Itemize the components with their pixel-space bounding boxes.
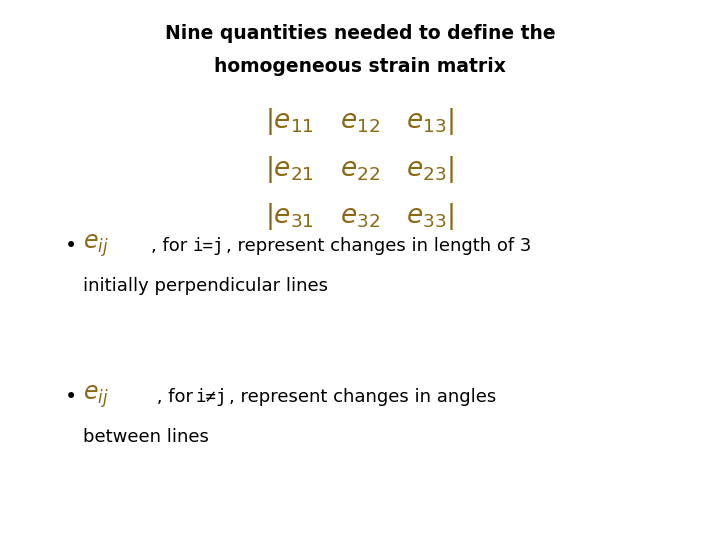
Text: , for: , for [151, 388, 199, 406]
Text: •: • [65, 387, 77, 407]
Text: $|e_{21}\quad e_{22}\quad e_{23}|$: $|e_{21}\quad e_{22}\quad e_{23}|$ [266, 153, 454, 185]
Text: $|e_{31}\quad e_{32}\quad e_{33}|$: $|e_{31}\quad e_{32}\quad e_{33}|$ [266, 201, 454, 232]
Text: , for: , for [151, 237, 193, 255]
Text: •: • [65, 235, 77, 256]
Text: , represent changes in length of 3: , represent changes in length of 3 [226, 237, 531, 255]
Text: i≠j: i≠j [196, 388, 228, 406]
Text: , represent changes in angles: , represent changes in angles [229, 388, 496, 406]
Text: initially perpendicular lines: initially perpendicular lines [83, 277, 328, 295]
Text: $|e_{11}\quad e_{12}\quad e_{13}|$: $|e_{11}\quad e_{12}\quad e_{13}|$ [266, 106, 454, 137]
Text: homogeneous strain matrix: homogeneous strain matrix [214, 57, 506, 76]
Text: Nine quantities needed to define the: Nine quantities needed to define the [165, 24, 555, 43]
Text: $e_{ij}$: $e_{ij}$ [83, 383, 109, 410]
Text: $e_{ij}$: $e_{ij}$ [83, 232, 109, 259]
Text: i=j: i=j [193, 237, 225, 255]
Text: between lines: between lines [83, 428, 209, 447]
